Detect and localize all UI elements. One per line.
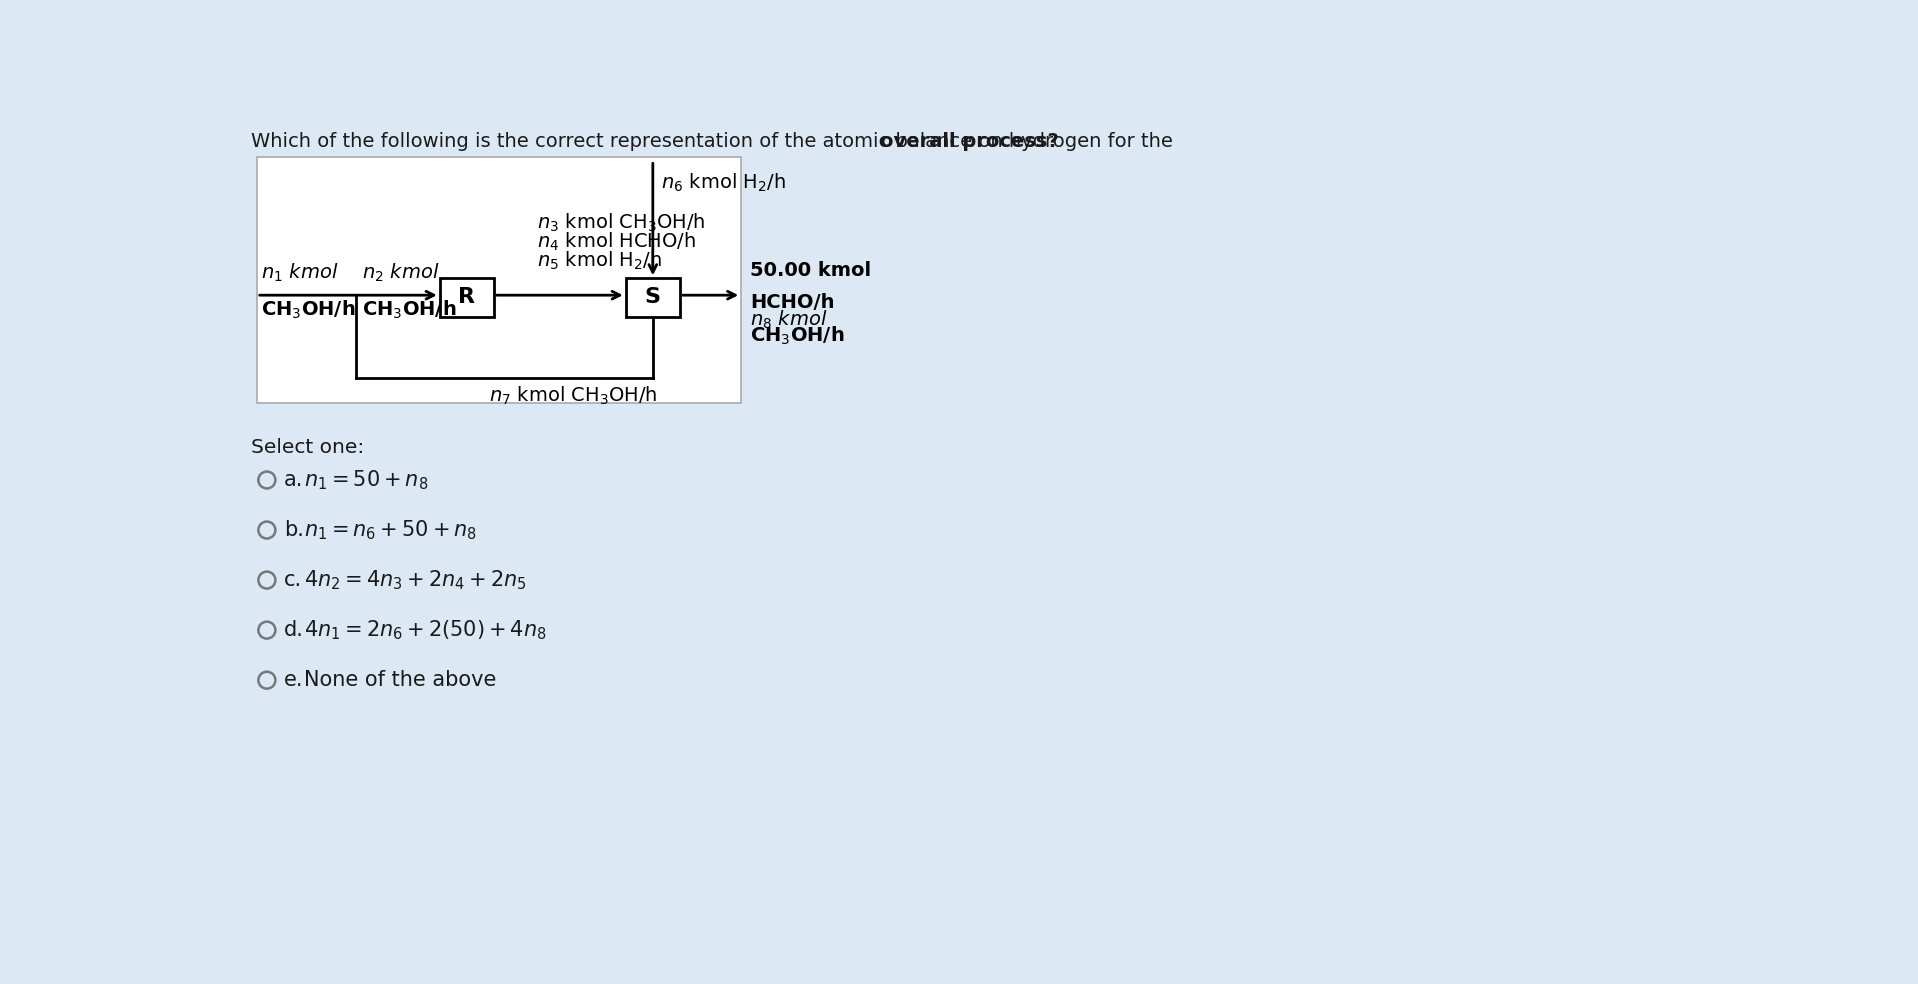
Text: d.: d. bbox=[284, 620, 303, 641]
Text: Select one:: Select one: bbox=[251, 438, 364, 457]
Text: $n_1$ kmol: $n_1$ kmol bbox=[261, 262, 338, 283]
Text: CH$_3$OH/h: CH$_3$OH/h bbox=[261, 299, 355, 322]
Text: 50.00 kmol: 50.00 kmol bbox=[750, 261, 871, 279]
Text: $n_1 = 50 + n_8$: $n_1 = 50 + n_8$ bbox=[305, 468, 428, 492]
Text: $n_5$ kmol H$_2$/h: $n_5$ kmol H$_2$/h bbox=[537, 250, 662, 273]
Bar bbox=[625, 278, 681, 317]
Text: $n_6$ kmol H$_2$/h: $n_6$ kmol H$_2$/h bbox=[660, 172, 786, 194]
Text: S: S bbox=[644, 287, 662, 307]
Circle shape bbox=[259, 572, 276, 588]
Text: e.: e. bbox=[284, 670, 303, 690]
Text: HCHO/h: HCHO/h bbox=[750, 293, 834, 312]
Text: R: R bbox=[458, 287, 476, 307]
Text: CH$_3$OH/h: CH$_3$OH/h bbox=[750, 325, 846, 346]
Text: $n_4$ kmol HCHO/h: $n_4$ kmol HCHO/h bbox=[537, 230, 696, 253]
Bar bbox=[439, 278, 495, 317]
Text: $n_3$ kmol CH$_3$OH/h: $n_3$ kmol CH$_3$OH/h bbox=[537, 212, 706, 233]
Text: CH$_3$OH/h: CH$_3$OH/h bbox=[363, 299, 456, 322]
Text: $4n_1 = 2n_6 + 2(50) + 4n_8$: $4n_1 = 2n_6 + 2(50) + 4n_8$ bbox=[305, 618, 547, 642]
Text: Which of the following is the correct representation of the atomic balance on hy: Which of the following is the correct re… bbox=[251, 132, 1180, 151]
Circle shape bbox=[259, 471, 276, 488]
Circle shape bbox=[259, 522, 276, 538]
Circle shape bbox=[259, 622, 276, 639]
Text: a.: a. bbox=[284, 470, 303, 490]
Text: c.: c. bbox=[284, 570, 301, 590]
Circle shape bbox=[259, 672, 276, 689]
Bar bbox=[257, 156, 740, 403]
Text: $4n_2 = 4n_3 + 2n_4 + 2n_5$: $4n_2 = 4n_3 + 2n_4 + 2n_5$ bbox=[305, 569, 527, 592]
Text: $n_7$ kmol CH$_3$OH/h: $n_7$ kmol CH$_3$OH/h bbox=[489, 385, 658, 406]
Text: $n_2$ kmol: $n_2$ kmol bbox=[363, 262, 439, 283]
Text: $n_8$ kmol: $n_8$ kmol bbox=[750, 309, 829, 332]
Text: $n_1 = n_6 + 50 + n_8$: $n_1 = n_6 + 50 + n_8$ bbox=[305, 519, 478, 542]
Text: b.: b. bbox=[284, 520, 303, 540]
Text: None of the above: None of the above bbox=[305, 670, 497, 690]
Text: overall process?: overall process? bbox=[880, 132, 1059, 151]
